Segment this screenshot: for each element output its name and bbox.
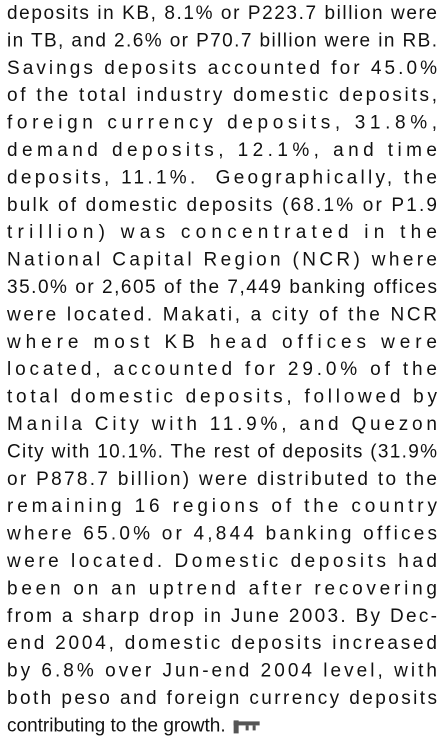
text-line: National Capital Region (NCR) where bbox=[7, 250, 437, 271]
text-line: deposits in KB, 8.1% or P223.7 billion w… bbox=[7, 3, 437, 24]
text-line: trillion) was concentrated in the bbox=[7, 222, 437, 243]
text-line: where most KB head offices were bbox=[6, 332, 437, 353]
text-line: total domestic deposits, followed by bbox=[7, 387, 438, 408]
text-line: foreign currency deposits, 31.8%, bbox=[7, 113, 437, 134]
text-line: of the total industry domestic deposits, bbox=[7, 85, 437, 106]
text-line: bulk of domestic deposits (68.1% or P1.9 bbox=[7, 195, 437, 216]
text-line: demand deposits, 12.1%, and time bbox=[7, 140, 437, 161]
text-line: been on an uptrend after recovering bbox=[7, 578, 437, 599]
text-line: or P878.7 billion) were distributed to t… bbox=[7, 469, 437, 490]
text-line: in TB, and 2.6% or P70.7 billion were in… bbox=[7, 30, 437, 51]
text-line: located, accounted for 29.0% of the bbox=[7, 359, 437, 380]
text-line: end 2004, domestic deposits increased bbox=[7, 633, 437, 654]
text-line: remaining 16 regions of the country bbox=[7, 496, 437, 517]
text-line: 35.0% or 2,605 of the 7,449 banking offi… bbox=[7, 277, 437, 298]
text-line: City with 10.1%. The rest of deposits (3… bbox=[7, 441, 437, 462]
text-line: were located. Domestic deposits had bbox=[6, 551, 437, 572]
text-line: both peso and foreign currency deposits bbox=[7, 688, 437, 709]
text-line: deposits, 11.1%. Geographically, the bbox=[7, 167, 437, 188]
text-line: from a sharp drop in June 2003. By Dec- bbox=[7, 606, 437, 627]
text-line: where 65.0% or 4,844 banking offices bbox=[6, 524, 437, 545]
text-line: Manila City with 11.9%, and Quezon bbox=[7, 414, 437, 435]
text-line: were located. Makati, a city of the NCR bbox=[6, 304, 437, 325]
key-icon bbox=[233, 720, 260, 734]
text-line: by 6.8% over Jun-end 2004 level, with bbox=[7, 661, 437, 682]
text-line: Savings deposits accounted for 45.0% bbox=[7, 58, 437, 79]
text-line: contributing to the growth. bbox=[7, 715, 226, 736]
